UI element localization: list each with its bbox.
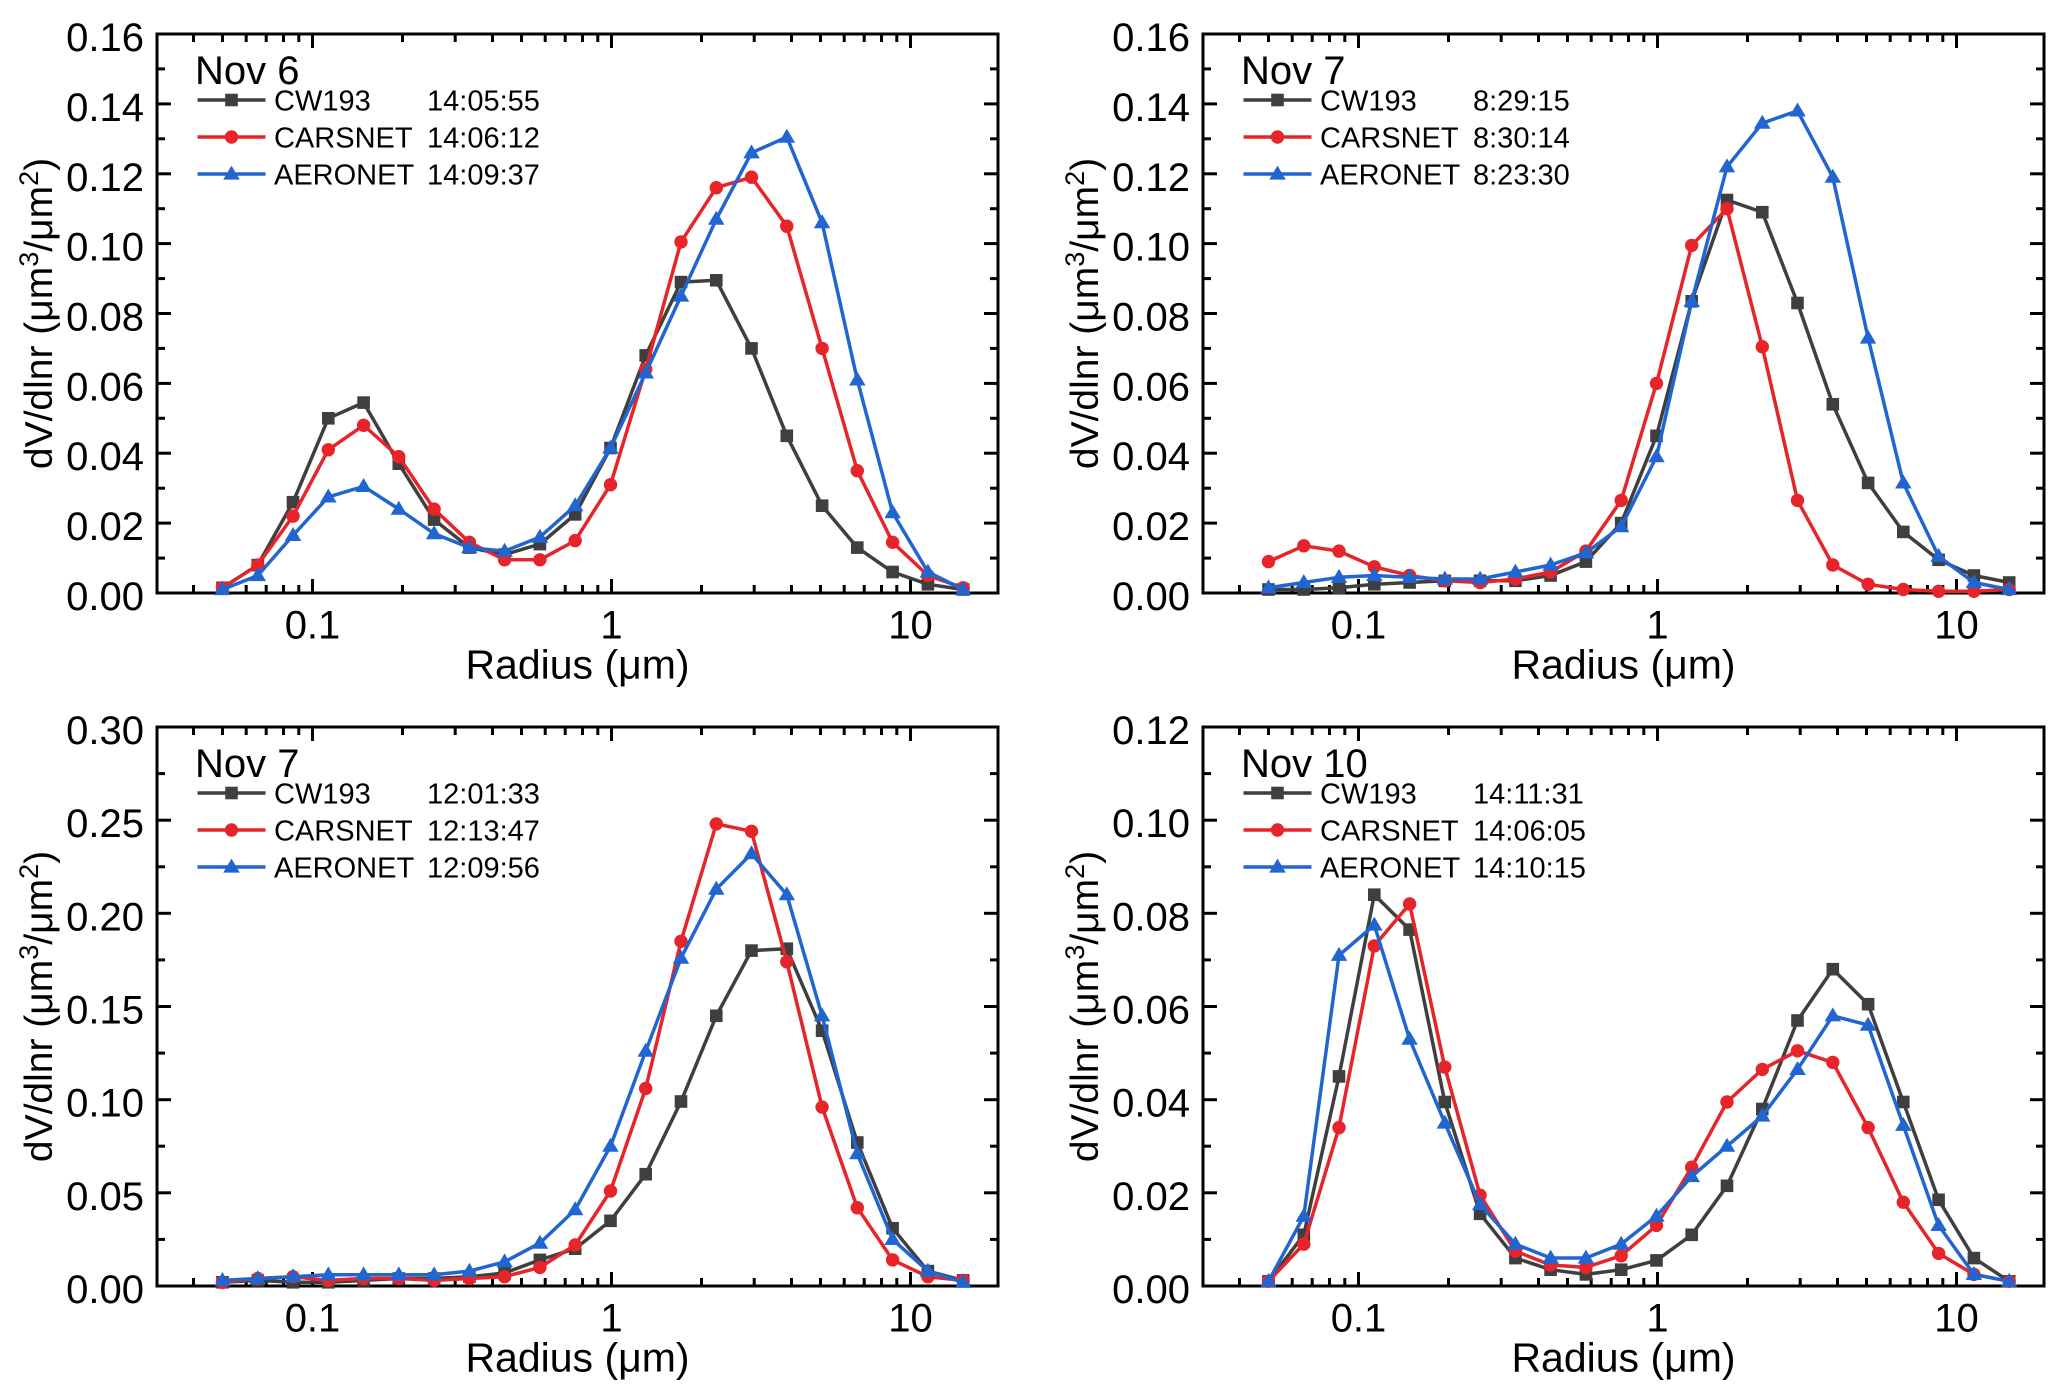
svg-text:14:06:05: 14:06:05 — [1473, 815, 1586, 847]
svg-text:0.1: 0.1 — [285, 604, 341, 648]
svg-text:10: 10 — [1934, 1297, 1979, 1341]
svg-text:0.12: 0.12 — [1112, 156, 1190, 200]
svg-text:10: 10 — [1934, 604, 1979, 648]
svg-text:0.14: 0.14 — [1112, 86, 1190, 130]
svg-text:CARSNET: CARSNET — [274, 122, 413, 154]
svg-text:8:23:30: 8:23:30 — [1473, 159, 1570, 191]
svg-text:Nov 7: Nov 7 — [1241, 49, 1346, 93]
svg-text:dV/dlnr (μm3/μm2): dV/dlnr (μm3/μm2) — [1060, 158, 1107, 469]
svg-text:1: 1 — [600, 1297, 622, 1341]
svg-text:Nov 7: Nov 7 — [195, 742, 300, 786]
svg-text:dV/dlnr (μm3/μm2): dV/dlnr (μm3/μm2) — [14, 158, 61, 469]
svg-text:0.00: 0.00 — [66, 1268, 144, 1312]
svg-text:CW193: CW193 — [274, 85, 371, 117]
svg-text:0.00: 0.00 — [1112, 575, 1190, 619]
svg-text:0.02: 0.02 — [1112, 1175, 1190, 1219]
svg-text:14:11:31: 14:11:31 — [1473, 778, 1584, 810]
svg-text:Nov 10: Nov 10 — [1241, 742, 1368, 786]
svg-text:0.06: 0.06 — [66, 365, 144, 409]
svg-text:AERONET: AERONET — [274, 852, 414, 884]
svg-text:CW193: CW193 — [1320, 85, 1417, 117]
svg-text:0.12: 0.12 — [1112, 709, 1190, 753]
svg-text:0.16: 0.16 — [66, 16, 144, 60]
svg-text:dV/dlnr (μm3/μm2): dV/dlnr (μm3/μm2) — [1060, 851, 1107, 1162]
svg-text:0.06: 0.06 — [1112, 365, 1190, 409]
svg-text:12:01:33: 12:01:33 — [427, 778, 540, 810]
svg-text:0.04: 0.04 — [1112, 1082, 1190, 1126]
svg-text:AERONET: AERONET — [1320, 159, 1460, 191]
svg-text:0.1: 0.1 — [1331, 604, 1387, 648]
svg-text:14:06:12: 14:06:12 — [427, 122, 540, 154]
svg-text:CARSNET: CARSNET — [274, 815, 413, 847]
svg-text:0.20: 0.20 — [66, 895, 144, 939]
svg-text:Radius (μm): Radius (μm) — [1511, 641, 1735, 687]
svg-text:8:29:15: 8:29:15 — [1473, 85, 1570, 117]
svg-text:dV/dlnr (μm3/μm2): dV/dlnr (μm3/μm2) — [14, 851, 61, 1162]
svg-text:0.08: 0.08 — [66, 296, 144, 340]
svg-text:0.04: 0.04 — [66, 435, 144, 479]
svg-text:12:09:56: 12:09:56 — [427, 852, 540, 884]
svg-text:1: 1 — [1646, 1297, 1668, 1341]
svg-text:0.00: 0.00 — [66, 575, 144, 619]
svg-text:Radius (μm): Radius (μm) — [465, 641, 689, 687]
svg-text:0.15: 0.15 — [66, 989, 144, 1033]
svg-text:0.08: 0.08 — [1112, 296, 1190, 340]
svg-text:1: 1 — [1646, 604, 1668, 648]
svg-text:8:30:14: 8:30:14 — [1473, 122, 1570, 154]
svg-text:0.10: 0.10 — [1112, 802, 1190, 846]
svg-text:0.16: 0.16 — [1112, 16, 1190, 60]
svg-text:1: 1 — [600, 604, 622, 648]
svg-text:10: 10 — [888, 604, 933, 648]
svg-text:0.02: 0.02 — [66, 505, 144, 549]
svg-text:Radius (μm): Radius (μm) — [465, 1334, 689, 1380]
svg-text:0.05: 0.05 — [66, 1175, 144, 1219]
svg-text:0.08: 0.08 — [1112, 895, 1190, 939]
svg-text:CARSNET: CARSNET — [1320, 122, 1459, 154]
svg-text:0.10: 0.10 — [66, 226, 144, 270]
svg-text:Radius (μm): Radius (μm) — [1511, 1334, 1735, 1380]
svg-text:0.14: 0.14 — [66, 86, 144, 130]
svg-text:0.1: 0.1 — [1331, 1297, 1387, 1341]
svg-text:Nov 6: Nov 6 — [195, 49, 300, 93]
svg-text:0.1: 0.1 — [285, 1297, 341, 1341]
svg-text:AERONET: AERONET — [274, 159, 414, 191]
svg-text:0.30: 0.30 — [66, 709, 144, 753]
svg-text:14:09:37: 14:09:37 — [427, 159, 540, 191]
svg-text:CARSNET: CARSNET — [1320, 815, 1459, 847]
svg-text:CW193: CW193 — [1320, 778, 1417, 810]
svg-text:14:05:55: 14:05:55 — [427, 85, 540, 117]
svg-text:CW193: CW193 — [274, 778, 371, 810]
svg-text:14:10:15: 14:10:15 — [1473, 852, 1586, 884]
svg-text:12:13:47: 12:13:47 — [427, 815, 540, 847]
svg-text:0.02: 0.02 — [1112, 505, 1190, 549]
svg-text:0.10: 0.10 — [1112, 226, 1190, 270]
svg-text:0.25: 0.25 — [66, 802, 144, 846]
svg-text:0.06: 0.06 — [1112, 989, 1190, 1033]
svg-text:0.12: 0.12 — [66, 156, 144, 200]
svg-text:0.00: 0.00 — [1112, 1268, 1190, 1312]
svg-text:AERONET: AERONET — [1320, 852, 1460, 884]
svg-text:0.10: 0.10 — [66, 1082, 144, 1126]
svg-text:10: 10 — [888, 1297, 933, 1341]
svg-text:0.04: 0.04 — [1112, 435, 1190, 479]
